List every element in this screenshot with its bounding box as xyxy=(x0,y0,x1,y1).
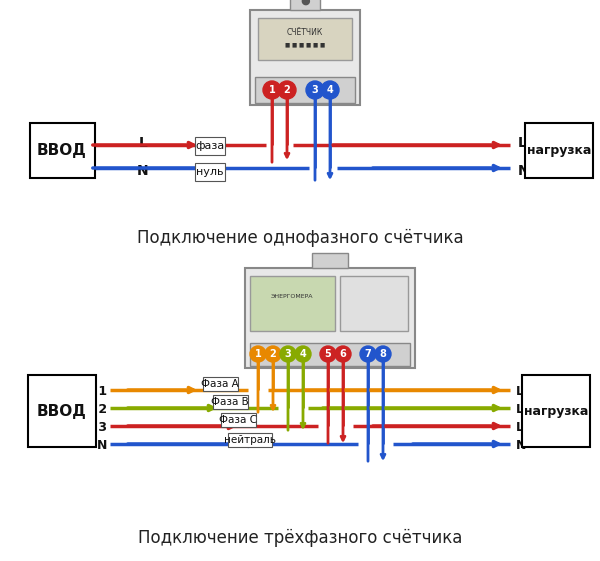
Circle shape xyxy=(321,81,339,99)
Text: 3: 3 xyxy=(284,349,292,359)
Text: L 3: L 3 xyxy=(86,421,107,434)
Bar xyxy=(196,137,224,155)
Text: 4: 4 xyxy=(326,85,334,95)
Text: Подключение однофазного счётчика: Подключение однофазного счётчика xyxy=(137,229,463,247)
Text: нагрузка: нагрузка xyxy=(524,404,588,417)
Text: L 1: L 1 xyxy=(516,384,537,398)
Text: Подключение трёхфазного счётчика: Подключение трёхфазного счётчика xyxy=(138,529,462,547)
Text: ЭНЕРГОМЕРА: ЭНЕРГОМЕРА xyxy=(271,293,313,298)
Text: 7: 7 xyxy=(365,349,371,359)
Text: L: L xyxy=(139,136,148,150)
Bar xyxy=(30,123,95,178)
Text: 2: 2 xyxy=(284,85,290,95)
Bar xyxy=(522,375,590,447)
Bar xyxy=(255,77,355,103)
Text: 1: 1 xyxy=(254,349,262,359)
Circle shape xyxy=(295,346,311,362)
Text: нуль: нуль xyxy=(196,167,224,177)
Text: ■ ■ ■ ■ ■ ■: ■ ■ ■ ■ ■ ■ xyxy=(285,43,325,48)
Bar xyxy=(28,375,96,447)
Text: ●: ● xyxy=(300,0,310,6)
Bar xyxy=(221,413,256,427)
Circle shape xyxy=(265,346,281,362)
Text: 3: 3 xyxy=(311,85,319,95)
Circle shape xyxy=(375,346,391,362)
Bar xyxy=(312,253,348,268)
Bar xyxy=(290,0,320,10)
Text: L 2: L 2 xyxy=(86,402,107,416)
Circle shape xyxy=(306,81,324,99)
Bar xyxy=(258,18,352,60)
Text: 4: 4 xyxy=(299,349,307,359)
Bar xyxy=(250,10,360,105)
Text: 5: 5 xyxy=(325,349,331,359)
Text: ВВОД: ВВОД xyxy=(37,142,87,158)
Text: ВВОД: ВВОД xyxy=(37,403,87,419)
Text: N: N xyxy=(136,164,148,178)
Text: N: N xyxy=(97,439,107,452)
Text: 6: 6 xyxy=(340,349,346,359)
Text: нагрузка: нагрузка xyxy=(527,144,591,157)
Text: СЧЁТЧИК: СЧЁТЧИК xyxy=(287,27,323,36)
Text: Фаза С: Фаза С xyxy=(219,415,257,425)
Circle shape xyxy=(278,81,296,99)
Text: Фаза В: Фаза В xyxy=(211,397,249,407)
Text: 8: 8 xyxy=(380,349,386,359)
Bar xyxy=(250,343,410,366)
Text: фаза: фаза xyxy=(196,141,224,151)
Text: L 2: L 2 xyxy=(516,402,537,416)
Bar xyxy=(245,268,415,368)
Text: Фаза А: Фаза А xyxy=(201,379,239,389)
Bar xyxy=(250,276,335,331)
Text: N: N xyxy=(516,439,526,452)
Circle shape xyxy=(250,346,266,362)
Circle shape xyxy=(335,346,351,362)
Circle shape xyxy=(320,346,336,362)
Text: L: L xyxy=(518,136,527,150)
Bar xyxy=(228,433,272,447)
Bar xyxy=(203,377,238,391)
Circle shape xyxy=(263,81,281,99)
Text: L 3: L 3 xyxy=(516,421,537,434)
Bar xyxy=(340,276,408,331)
Text: нейтраль: нейтраль xyxy=(224,435,276,445)
Circle shape xyxy=(360,346,376,362)
Bar xyxy=(196,163,224,181)
Circle shape xyxy=(280,346,296,362)
Text: N: N xyxy=(518,164,530,178)
Text: 2: 2 xyxy=(269,349,277,359)
Text: L 1: L 1 xyxy=(86,384,107,398)
Bar xyxy=(525,123,593,178)
Bar xyxy=(212,395,248,410)
Text: 1: 1 xyxy=(269,85,275,95)
